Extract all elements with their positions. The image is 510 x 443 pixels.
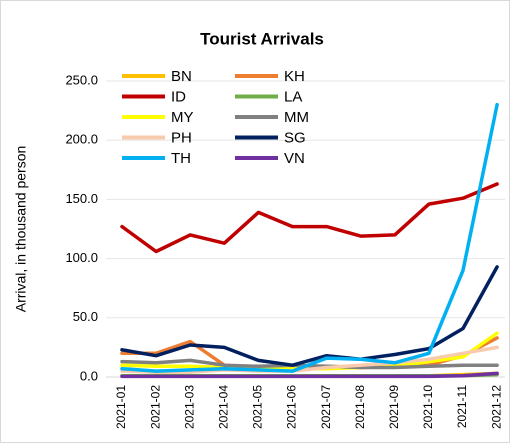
- x-tick-label: 2021-11: [455, 385, 469, 428]
- chart-title: Tourist Arrivals: [200, 29, 324, 48]
- legend-label: SG: [284, 129, 306, 146]
- series-line: [120, 102, 499, 373]
- y-tick-label: 0.0: [80, 368, 98, 383]
- legend-label: MM: [284, 109, 309, 126]
- x-tick-label: 2021-07: [319, 385, 333, 429]
- y-tick-label: 150.0: [65, 191, 98, 206]
- legend-label: PH: [171, 129, 192, 146]
- x-tick-label: 2021-09: [387, 385, 401, 429]
- y-tick-label: 100.0: [65, 250, 98, 265]
- legend-label: VN: [284, 150, 305, 167]
- series-line: [120, 182, 499, 254]
- x-tick-label: 2021-08: [353, 385, 367, 429]
- x-tick-label: 2021-03: [182, 385, 196, 429]
- x-tick-label: 2021-04: [216, 385, 230, 429]
- legend-label: LA: [284, 88, 302, 105]
- legend-label: KH: [284, 68, 305, 85]
- legend-label: MY: [171, 109, 194, 126]
- y-axis-label: Arrival, in thousand person: [13, 146, 29, 313]
- x-tick-label: 2021-12: [489, 385, 503, 429]
- legend-label: TH: [171, 150, 191, 167]
- series-line: [120, 345, 499, 375]
- legend-label: ID: [171, 88, 186, 105]
- series-line: [120, 371, 499, 379]
- x-tick-label: 2021-05: [251, 385, 265, 429]
- legend-label: BN: [171, 68, 192, 85]
- x-tick-label: 2021-01: [114, 385, 128, 429]
- x-tick-label: 2021-10: [421, 385, 435, 429]
- x-tick-label: 2021-02: [148, 385, 162, 429]
- y-tick-label: 250.0: [65, 72, 98, 87]
- series-line: [120, 265, 499, 367]
- y-tick-label: 50.0: [73, 309, 98, 324]
- x-tick-label: 2021-06: [285, 385, 299, 429]
- y-tick-label: 200.0: [65, 132, 98, 147]
